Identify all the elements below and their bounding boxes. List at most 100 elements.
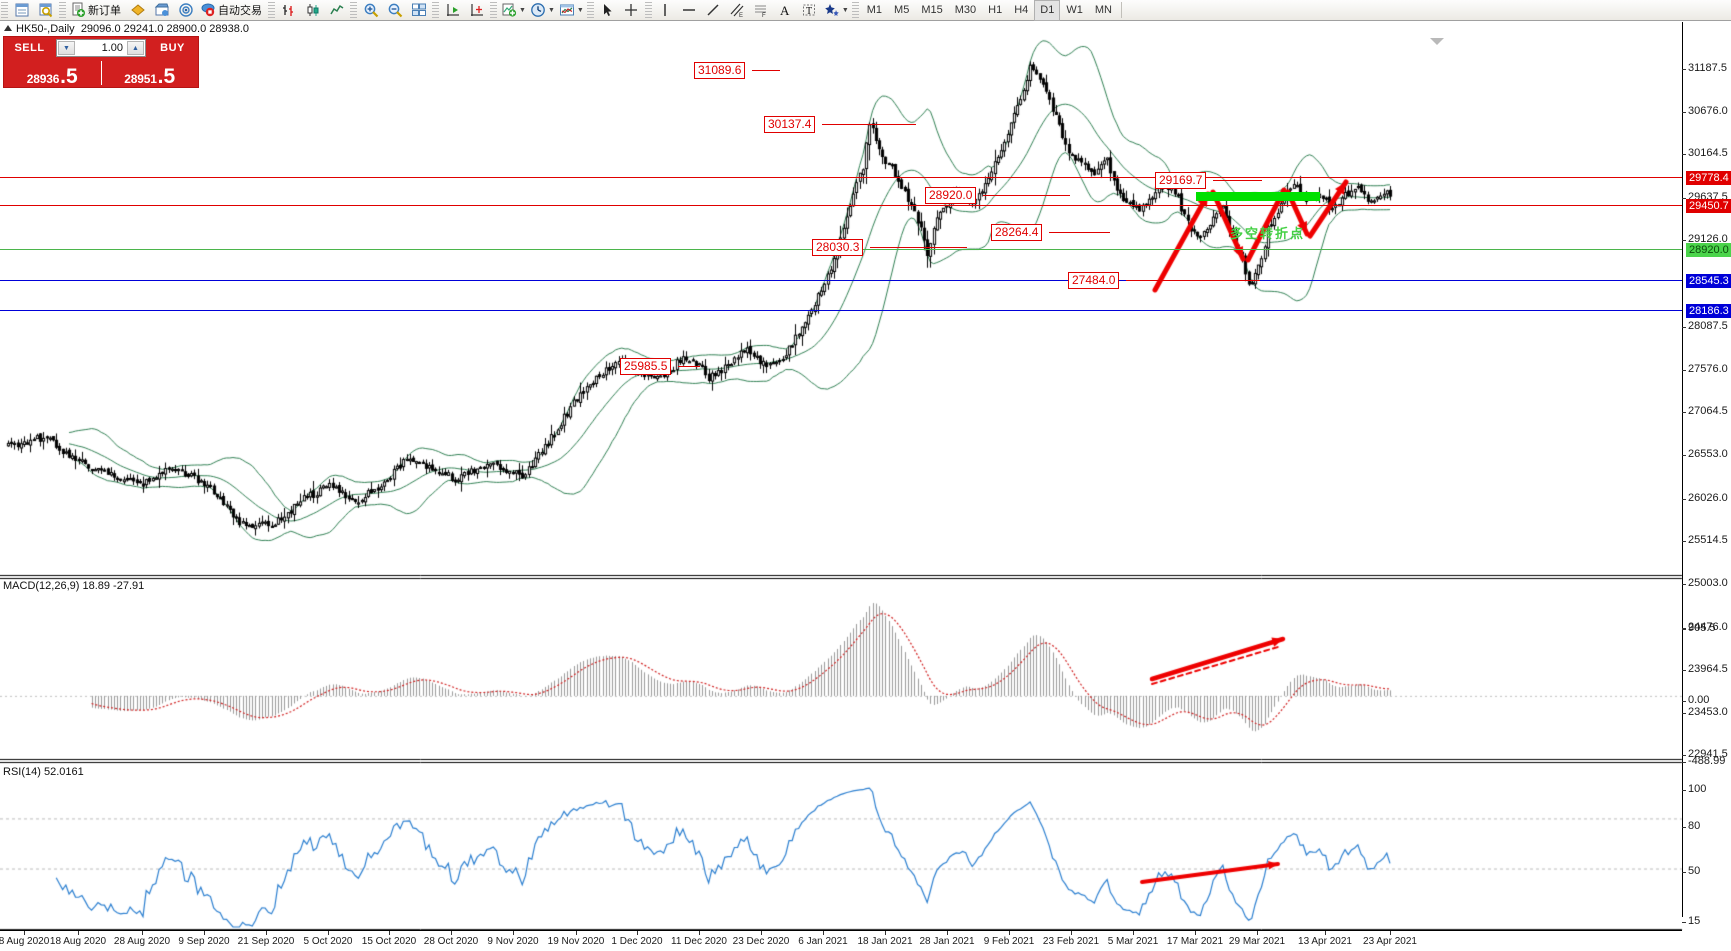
timeframe-W1[interactable]: W1 [1066,3,1083,16]
resistance-line-29450 [0,205,1682,206]
text-label-icon[interactable]: T [798,1,822,20]
timeframe-MN[interactable]: MN [1094,3,1112,16]
axis-tick [1682,670,1686,671]
pivot-badge[interactable]: 28920.0 [1686,243,1731,257]
candlestick-chart-icon[interactable] [301,1,325,20]
zoom-out-icon[interactable] [383,1,407,20]
horizontal-line-icon[interactable] [678,1,702,20]
toolbar-grip-file[interactable] [1,1,8,19]
resistance-badge-2[interactable]: 29450.7 [1686,199,1731,213]
sell-price[interactable]: 28936.5 [4,59,101,87]
volume-increment-button[interactable]: ▲ [127,41,144,55]
time-axis-label: 21 Sep 2020 [237,936,295,947]
text-icon[interactable]: A [774,1,798,20]
support-badge-1[interactable]: 28545.3 [1686,274,1731,288]
swing-high-label-2[interactable]: 30137.4 [764,116,816,133]
axis-label: 50 [1688,865,1701,877]
trendline-icon [705,2,722,18]
chart-canvas[interactable] [0,22,1731,941]
resistance-badge-1[interactable]: 29778.4 [1686,171,1731,185]
sell-button[interactable]: SELL [14,42,45,54]
data-window-icon[interactable] [34,1,58,20]
one-click-trading-panel[interactable]: SELL ▼ 1.00 ▲ BUY 28936.5 28951.5 [3,36,199,88]
timeframe-D1[interactable]: D1 [1034,0,1061,21]
price-axis-line [1682,22,1683,917]
timeframe-M1[interactable]: M1 [866,3,883,16]
volume-decrement-button[interactable]: ▼ [58,41,75,55]
chart-shift-icon[interactable] [441,1,465,20]
equidistant-channel-icon[interactable]: E [726,1,750,20]
time-tick [1133,931,1134,935]
support-line-28186 [0,310,1682,311]
buy-button[interactable]: BUY [160,42,185,54]
swing-high-label-3[interactable]: 29169.7 [1155,172,1207,189]
bar-chart-icon[interactable] [277,1,301,20]
new-order-icon [70,2,87,18]
toolbar-grip-cursor-tools[interactable] [586,1,594,19]
add-indicator-icon[interactable]: ▼ [499,1,528,20]
tile-windows-icon[interactable] [407,1,431,20]
time-tick [761,931,762,935]
chevron-down-icon[interactable]: ▼ [841,6,849,14]
crosshair-icon[interactable] [620,1,644,20]
shapes-icon[interactable]: ▼ [822,1,851,20]
time-tick [1390,931,1391,935]
time-tick [947,931,948,935]
buy-price[interactable]: 28951.5 [102,59,199,87]
timeframe-M30[interactable]: M30 [954,3,977,16]
support-badge-2[interactable]: 28186.3 [1686,304,1731,318]
chevron-down-icon[interactable]: ▼ [576,6,584,14]
symbol-ohlc: 29096.0 29241.0 28900.0 28938.0 [80,23,250,35]
template-icon [559,2,576,18]
collapse-triangle-icon[interactable] [4,25,12,31]
fibonacci-retracement-icon[interactable]: F [750,1,774,20]
toolbar-grip-zoom[interactable] [350,1,357,19]
swing-low-label[interactable]: 28030.3 [812,239,864,256]
axis-label: 26553.0 [1688,448,1728,460]
periods-icon[interactable]: ▼ [528,1,557,20]
zoom-in-icon[interactable] [359,1,383,20]
time-axis-label: 13 Apr 2021 [1298,936,1352,947]
new-order-button[interactable]: 新订单 [68,1,126,20]
time-tick [389,931,390,935]
chevron-down-icon[interactable]: ▼ [519,6,526,14]
auto-scroll-icon[interactable] [465,1,489,20]
timeframe-H1[interactable]: H1 [988,3,1003,16]
toolbar-grip-chart-type[interactable] [268,1,275,19]
timeframe-H4[interactable]: H4 [1014,3,1029,16]
timeframe-M5[interactable]: M5 [894,3,910,16]
market-watch-icon[interactable] [10,1,34,20]
time-axis-label: 5 Mar 2021 [1107,936,1159,947]
clock-icon [530,2,547,18]
swing-low-label-2[interactable]: 28264.4 [991,224,1043,241]
swing-low-label-3[interactable]: 27484.0 [1068,272,1120,289]
vline-icon [657,2,674,18]
scroll-hint-icon[interactable] [1430,38,1444,45]
time-axis-label: 23 Apr 2021 [1363,936,1417,947]
line-chart-icon[interactable] [325,1,349,20]
toolbar-grip-drawing-tools[interactable] [644,1,652,19]
time-axis-label: 6 Jan 2021 [798,936,848,947]
timeframe-M15[interactable]: M15 [921,3,943,16]
templates-icon[interactable]: ▼ [557,1,586,20]
hline-icon [681,2,698,18]
vertical-line-icon[interactable] [654,1,678,20]
toolbar-grip-timeframes[interactable] [851,1,859,19]
cursor-icon[interactable] [596,1,620,20]
chevron-down-icon[interactable]: ▼ [547,6,555,14]
toolbar-grip-indicators[interactable] [490,1,497,19]
chart-area[interactable]: HK50-,Daily 29096.0 29241.0 28900.0 2893… [0,22,1731,947]
signals-icon[interactable] [174,1,198,20]
pivot-label[interactable]: 28920.0 [925,187,977,204]
mql5-community-icon[interactable] [126,1,150,20]
auto-trading-button[interactable]: 自动交易 [198,1,267,20]
trendline-icon[interactable] [702,1,726,20]
swing-low-label-4[interactable]: 25985.5 [620,358,672,375]
swing-high-label[interactable]: 31089.6 [694,62,746,79]
volume-stepper[interactable]: ▼ 1.00 ▲ [56,39,146,57]
toolbar-grip-shift[interactable] [432,1,439,19]
toolbar-grip-orders[interactable] [59,1,66,19]
volume-input[interactable]: 1.00 [101,42,123,54]
channel-icon: E [729,2,746,19]
market-icon[interactable] [150,1,174,20]
